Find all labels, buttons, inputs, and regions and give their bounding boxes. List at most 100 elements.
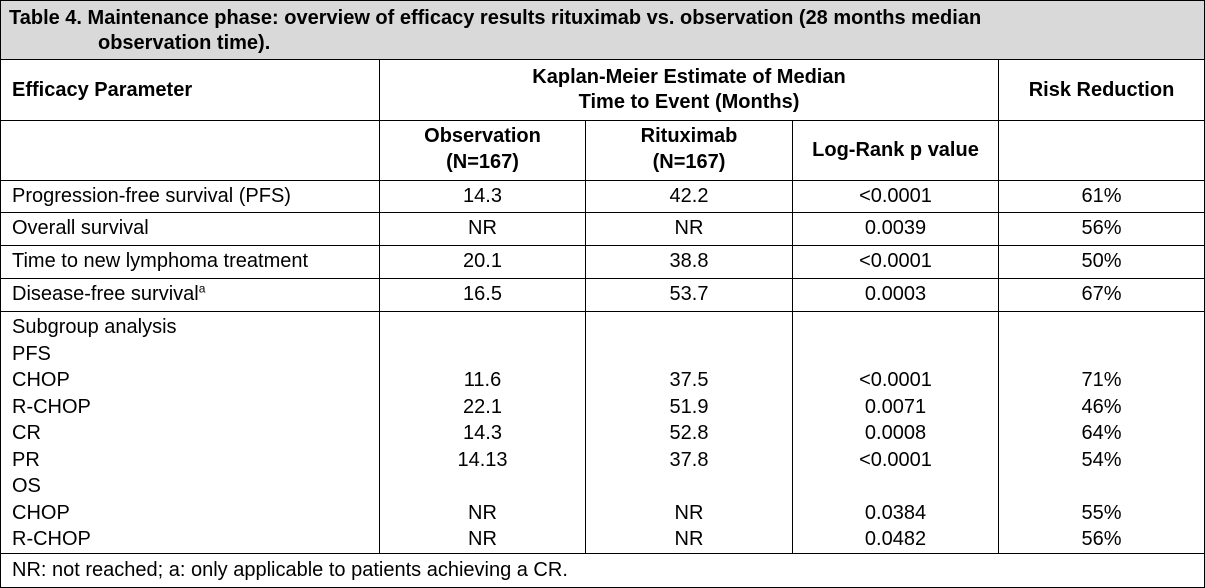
subgroup-rr-value: 54% bbox=[1081, 448, 1122, 471]
row-param: Time to new lymphoma treatment bbox=[12, 250, 309, 272]
subgroup-p-value bbox=[793, 314, 998, 341]
subgroup-label: OS bbox=[12, 475, 41, 497]
subgroup-obs-value: 14.13 bbox=[457, 448, 508, 471]
subgroup-obs-value: 11.6 bbox=[463, 369, 502, 391]
table-footnote: NR: not reached; a: only applicable to p… bbox=[12, 559, 568, 581]
subgroup-obs-value: NR bbox=[468, 528, 497, 550]
footnote-marker: a bbox=[198, 281, 206, 296]
header-km-line-1: Kaplan-Meier Estimate of Median bbox=[532, 66, 846, 88]
subgroup-rr-value: 71% bbox=[1081, 369, 1122, 391]
subgroup-label: CHOP bbox=[12, 369, 70, 391]
row-risk-reduction: 56% bbox=[1081, 217, 1122, 239]
subgroup-labels: Subgroup analysis PFS CHOP R-CHOP CR PR … bbox=[12, 314, 177, 553]
rule bbox=[1, 120, 1204, 121]
subgroup-obs-value: NR bbox=[468, 501, 497, 524]
caption-line-1: Table 4. Maintenance phase: overview of … bbox=[9, 7, 982, 29]
row-pvalue: <0.0001 bbox=[859, 250, 932, 272]
column-rule bbox=[379, 60, 380, 554]
rule bbox=[1, 553, 1204, 554]
caption-line-2: observation time). bbox=[98, 32, 271, 54]
subgroup-obs-value bbox=[380, 341, 585, 368]
header-rituximab-line-2: (N=167) bbox=[652, 151, 726, 173]
subgroup-p-value bbox=[793, 341, 998, 368]
subgroup-rr-value bbox=[999, 341, 1204, 368]
subgroup-rr-value: 46% bbox=[1081, 395, 1122, 418]
header-observation: Observation (N=167) bbox=[380, 123, 585, 175]
subgroup-label: PR bbox=[12, 448, 40, 471]
subgroup-obs-value: 14.3 bbox=[463, 422, 502, 444]
subgroup-p-value: <0.0001 bbox=[859, 369, 932, 391]
header-risk-reduction: Risk Reduction bbox=[1028, 79, 1175, 101]
row-pvalue: <0.0001 bbox=[859, 185, 932, 207]
subgroup-label: R-CHOP bbox=[12, 528, 91, 550]
subgroup-rit-value: 51.9 bbox=[669, 395, 709, 418]
subgroup-label: R-CHOP bbox=[12, 395, 91, 418]
row-observation: NR bbox=[468, 217, 497, 239]
subgroup-rit-value: NR bbox=[674, 501, 704, 524]
rule bbox=[1, 245, 1204, 246]
row-rituximab: 42.2 bbox=[669, 185, 709, 207]
column-rule bbox=[998, 60, 999, 554]
row-pvalue: 0.0003 bbox=[864, 283, 927, 305]
header-logrank: Log-Rank p value bbox=[812, 139, 979, 161]
subgroup-risk-reduction: 71% 46% 64% 54% 55% 56% bbox=[999, 314, 1204, 553]
row-observation: 14.3 bbox=[463, 185, 502, 207]
header-observation-line-1: Observation bbox=[424, 125, 541, 147]
subgroup-obs-value: 22.1 bbox=[463, 395, 502, 418]
row-observation: 16.5 bbox=[463, 283, 502, 305]
subgroup-rit-value bbox=[586, 473, 792, 500]
subgroup-obs-value bbox=[380, 314, 585, 341]
subgroup-rr-value: 56% bbox=[1081, 528, 1122, 550]
subgroup-rit-value bbox=[586, 341, 792, 368]
header-rituximab: Rituximab (N=167) bbox=[586, 123, 792, 175]
subgroup-rr-value: 55% bbox=[1081, 501, 1122, 524]
header-rituximab-line-1: Rituximab bbox=[640, 125, 738, 147]
row-risk-reduction: 67% bbox=[1081, 283, 1122, 305]
subgroup-rit-value: 37.8 bbox=[669, 448, 709, 471]
subgroup-rit-value: NR bbox=[674, 528, 704, 550]
row-observation: 20.1 bbox=[463, 250, 502, 272]
subgroup-rr-value bbox=[999, 314, 1204, 341]
subgroup-rituximab: 37.5 51.9 52.8 37.8 NR NR bbox=[586, 314, 792, 553]
row-param-text: Disease-free survival bbox=[12, 283, 199, 305]
header-efficacy-parameter: Efficacy Parameter bbox=[12, 79, 193, 101]
subgroup-rr-value: 64% bbox=[1081, 422, 1122, 444]
subgroup-rit-value: 37.5 bbox=[669, 369, 709, 391]
row-rituximab: NR bbox=[674, 217, 704, 239]
subgroup-observation: 11.6 22.1 14.3 14.13 NR NR bbox=[380, 314, 585, 553]
column-rule bbox=[585, 120, 586, 554]
header-kaplan-meier: Kaplan-Meier Estimate of Median Time to … bbox=[380, 65, 998, 115]
rule bbox=[1, 278, 1204, 279]
subgroup-obs-value bbox=[380, 473, 585, 500]
subgroup-p-value: <0.0001 bbox=[859, 448, 932, 471]
subgroup-p-value: 0.0008 bbox=[864, 422, 927, 444]
header-observation-line-2: (N=167) bbox=[446, 151, 519, 173]
row-param: Progression-free survival (PFS) bbox=[12, 185, 291, 207]
subgroup-p-value bbox=[793, 473, 998, 500]
header-km-line-2: Time to Event (Months) bbox=[578, 91, 800, 113]
subgroup-label: CR bbox=[12, 422, 41, 444]
subgroup-p-value: 0.0482 bbox=[864, 528, 927, 550]
subgroup-rit-value bbox=[586, 314, 792, 341]
subgroup-pvalue: <0.0001 0.0071 0.0008 <0.0001 0.0384 0.0… bbox=[793, 314, 998, 553]
row-pvalue: 0.0039 bbox=[864, 217, 927, 239]
rule bbox=[1, 311, 1204, 312]
subgroup-label: Subgroup analysis bbox=[12, 316, 177, 338]
row-risk-reduction: 50% bbox=[1081, 250, 1122, 272]
subgroup-label: PFS bbox=[12, 342, 51, 365]
subgroup-p-value: 0.0384 bbox=[864, 501, 927, 524]
subgroup-label: CHOP bbox=[12, 501, 70, 524]
table-caption: Table 4. Maintenance phase: overview of … bbox=[1, 1, 1204, 60]
row-rituximab: 38.8 bbox=[669, 250, 709, 272]
subgroup-p-value: 0.0071 bbox=[864, 395, 927, 418]
rule bbox=[1, 212, 1204, 213]
row-param: Overall survival bbox=[12, 217, 149, 239]
subgroup-rit-value: 52.8 bbox=[669, 422, 709, 444]
rule bbox=[1, 180, 1204, 181]
row-param: Disease-free survivala bbox=[12, 281, 205, 307]
row-rituximab: 53.7 bbox=[669, 283, 709, 305]
column-rule bbox=[792, 120, 793, 554]
row-risk-reduction: 61% bbox=[1081, 185, 1122, 207]
subgroup-rr-value bbox=[999, 473, 1204, 500]
